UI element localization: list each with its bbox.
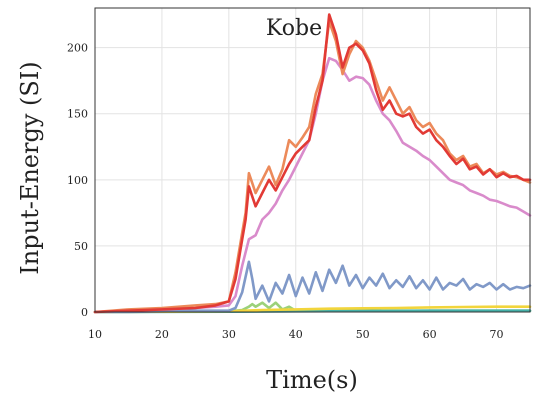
series-line-7: [93, 13, 532, 314]
y-tick-label: 150: [67, 108, 88, 121]
x-tick-label: 30: [222, 328, 236, 341]
x-tick-label: 50: [356, 328, 370, 341]
x-tick-label: 10: [88, 328, 102, 341]
series-line-6: [93, 19, 532, 314]
series-line-3: [93, 305, 532, 314]
series-line-4: [93, 260, 532, 314]
y-axis-title: Input-Energy (SI): [16, 61, 44, 274]
y-tick-label: 100: [67, 174, 88, 187]
y-tick-label: 50: [74, 240, 88, 253]
ticks: 10 20 30 40 50 60 70 0 50 100 150 200: [67, 42, 504, 341]
series-line-5: [93, 56, 532, 314]
y-tick-label: 200: [67, 42, 88, 55]
x-tick-label: 70: [490, 328, 504, 341]
x-tick-label: 60: [423, 328, 437, 341]
plot-frame: [94, 7, 531, 313]
chart-title: Kobe: [266, 16, 322, 41]
x-tick-label: 40: [289, 328, 303, 341]
x-axis-title: Time(s): [266, 366, 358, 394]
series-group: [93, 13, 532, 314]
y-tick-label: 0: [81, 306, 88, 319]
x-tick-label: 20: [155, 328, 169, 341]
